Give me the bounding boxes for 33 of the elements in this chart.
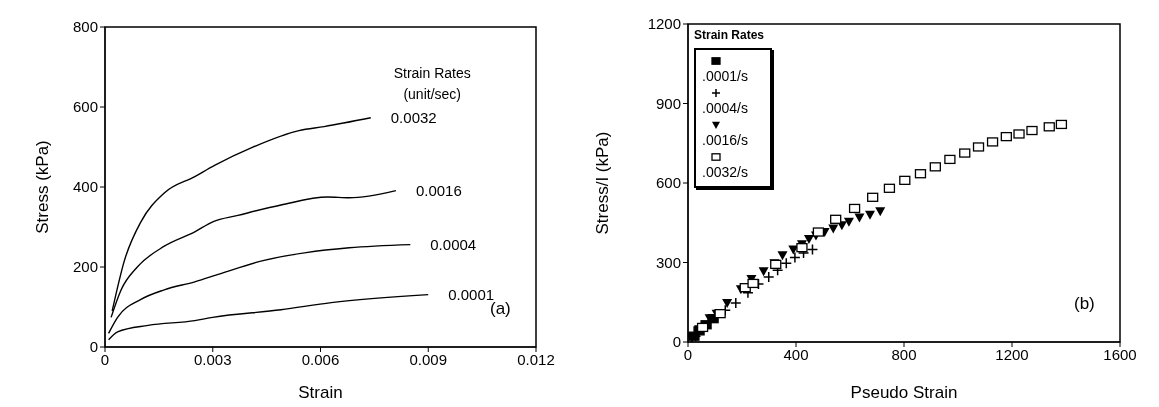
y-tick-label: 800 [72, 18, 98, 36]
x-tick-label: 0 [683, 345, 693, 363]
x-tick-label: 1200 [995, 345, 1029, 363]
legend-label: .0032/s [702, 164, 749, 180]
x-tick-label: 0.006 [301, 350, 340, 368]
y-tick-label: 200 [72, 258, 98, 276]
x-tick-label: 0.009 [409, 350, 448, 368]
x-tick-label: 0.012 [517, 350, 555, 368]
series-label: 0.0032 [390, 108, 437, 126]
legend-title: Strain Rates (unit/sec) [392, 64, 472, 104]
y-tick-label: 300 [655, 253, 681, 271]
legend-title: Strain Rates [694, 28, 766, 42]
x-tick-label: 0 [100, 350, 110, 368]
x-axis-title: Pseudo Strain [850, 383, 958, 402]
annotation: (b) [1074, 294, 1095, 314]
x-tick-label: 0.003 [193, 350, 232, 368]
x-tick-label: 800 [891, 345, 917, 363]
series-label: 0.0004 [430, 235, 477, 253]
y-axis-title: Stress/I (kPa) [593, 131, 613, 235]
series-label: 0.0016 [415, 181, 462, 199]
legend-label: .0001/s [702, 68, 749, 84]
x-axis-title: Strain [298, 383, 343, 402]
y-tick-label: 600 [655, 174, 681, 192]
y-tick-label: 0 [672, 333, 681, 351]
x-tick-label: 1600 [1103, 345, 1137, 363]
y-tick-label: 900 [655, 94, 681, 112]
y-tick-label: 400 [72, 178, 98, 196]
legend-label: .0016/s [702, 132, 749, 148]
y-tick-label: 600 [72, 98, 98, 116]
x-tick-label: 400 [783, 345, 809, 363]
y-axis-title: Stress (kPa) [33, 140, 53, 234]
legend-label: .0004/s [702, 100, 749, 116]
y-tick-label: 1200 [647, 15, 681, 33]
